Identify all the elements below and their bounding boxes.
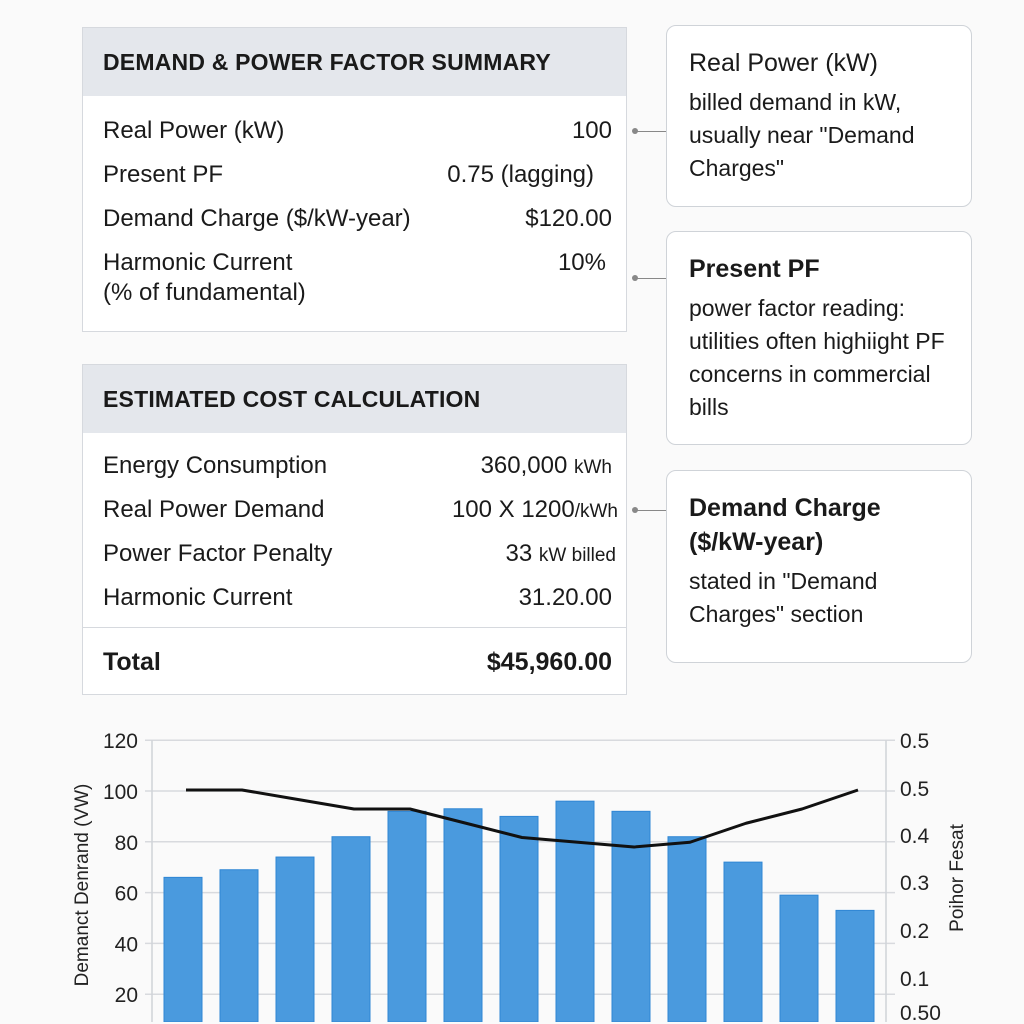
demand-pf-chart: Demanct Denrand (VW) Poihor Fesat 120 100… [72,730,968,1022]
callout-title-unit: (kW) [825,49,878,77]
bar [779,894,819,1022]
row-label: Power Factor Penalty [103,540,333,567]
bar [331,836,371,1022]
connector-dot [632,275,638,281]
y2-tick-label: 0.2 [900,920,929,943]
y2-tick-label: 0.50 [900,1002,941,1022]
bar [667,836,707,1022]
demand-summary-panel: DEMAND & POWER FACTOR SUMMARY Real Power… [82,27,627,332]
cost-row: Energy Consumption 360,000 kWh [103,451,612,483]
connector-dot [632,507,638,513]
y2-tick-label: 0.5 [900,730,929,753]
connector-line [636,278,666,279]
y-tick-label: 20 [115,984,138,1007]
connector-dot [632,128,638,134]
summary-row: Demand Charge ($/kW-year) $120.00 [103,204,612,234]
row-value: 33 [505,540,533,567]
panel-title: DEMAND & POWER FACTOR SUMMARY [83,28,626,96]
bar [443,808,483,1022]
callout-present-pf: Present PF power factor reading: utiliti… [666,231,972,445]
y-tick-label: 100 [103,781,138,804]
bar [723,861,763,1022]
summary-row: Present PF 0.75 (lagging) [103,160,594,190]
divider [83,627,626,628]
connector-line [636,131,666,132]
row-unit: kW billed [538,545,616,566]
row-value: 0.75 (lagging) [447,161,594,188]
callout-body: stated in "Demand Charges" section [689,568,878,627]
bar [275,856,315,1022]
cost-row: Harmonic Current 31.20.00 [103,583,612,613]
total-label: Total [103,648,161,676]
y-tick-label: 40 [115,933,138,956]
callout-demand-charge: Demand Charge ($/kW-year) stated in "Dem… [666,470,972,663]
y-tick-label: 80 [115,832,138,855]
pf-line [186,788,859,849]
row-label: Present PF [103,161,224,188]
y2-axis-label: Poihor Fesat [947,823,968,931]
row-value: 100 [571,117,612,144]
y2-tick-label: 0.5 [900,778,929,801]
row-label: Real Power Demand [103,496,325,523]
callout-body: billed demand in kW, usually near "Deman… [689,89,915,181]
y2-tick-label: 0.3 [900,872,929,895]
callout-real-power: Real Power (kW) billed demand in kW, usu… [666,25,972,207]
row-value: $120.00 [525,205,612,232]
y2-tick-label: 0.1 [900,968,929,991]
cost-calculation-panel: ESTIMATED COST CALCULATION Energy Consum… [82,364,627,695]
row-unit: kWh [574,457,612,478]
bar [555,800,595,1022]
connector-line [636,510,666,511]
callout-title: Demand Charge ($/kW-year) [689,494,881,556]
callout-title: Present PF [689,255,820,283]
row-label-sub: (% of fundamental) [103,279,306,306]
row-label: Demand Charge ($/kW-year) [103,205,411,232]
callout-body: power factor reading: utilities often hi… [689,295,945,420]
y-tick-label: 60 [115,883,138,906]
row-unit: /kWh [574,501,618,522]
bar [219,869,259,1022]
row-value: 10% [557,249,606,276]
bar [835,909,875,1022]
row-label: Real Power (kW) [103,117,285,144]
y-tick-label: 120 [103,730,138,753]
cost-row: Power Factor Penalty 33 kW billed [103,539,616,571]
total-row: Total $45,960.00 [103,647,612,677]
cost-row: Real Power Demand 100 X 1200/kWh [103,495,618,527]
bar [611,810,651,1022]
row-value: 31.20.00 [518,584,612,611]
y-axis-label: Demanct Denrand (VW) [72,784,93,987]
bar [163,876,203,1022]
summary-row: Harmonic Current (% of fundamental) 10% [103,248,606,308]
row-label: Energy Consumption [103,452,328,479]
row-value: 360,000 [480,452,568,479]
y2-tick-label: 0.4 [900,825,930,848]
bar [499,815,539,1022]
panel-title: ESTIMATED COST CALCULATION [83,365,626,433]
row-label: Harmonic Current [103,249,293,276]
callout-title: Real Power [689,49,819,77]
bar [387,810,427,1022]
summary-row: Real Power (kW) 100 [103,116,612,146]
row-value: 100 X 1200 [451,496,575,523]
total-value: $45,960.00 [486,648,612,676]
row-label: Harmonic Current [103,584,293,611]
